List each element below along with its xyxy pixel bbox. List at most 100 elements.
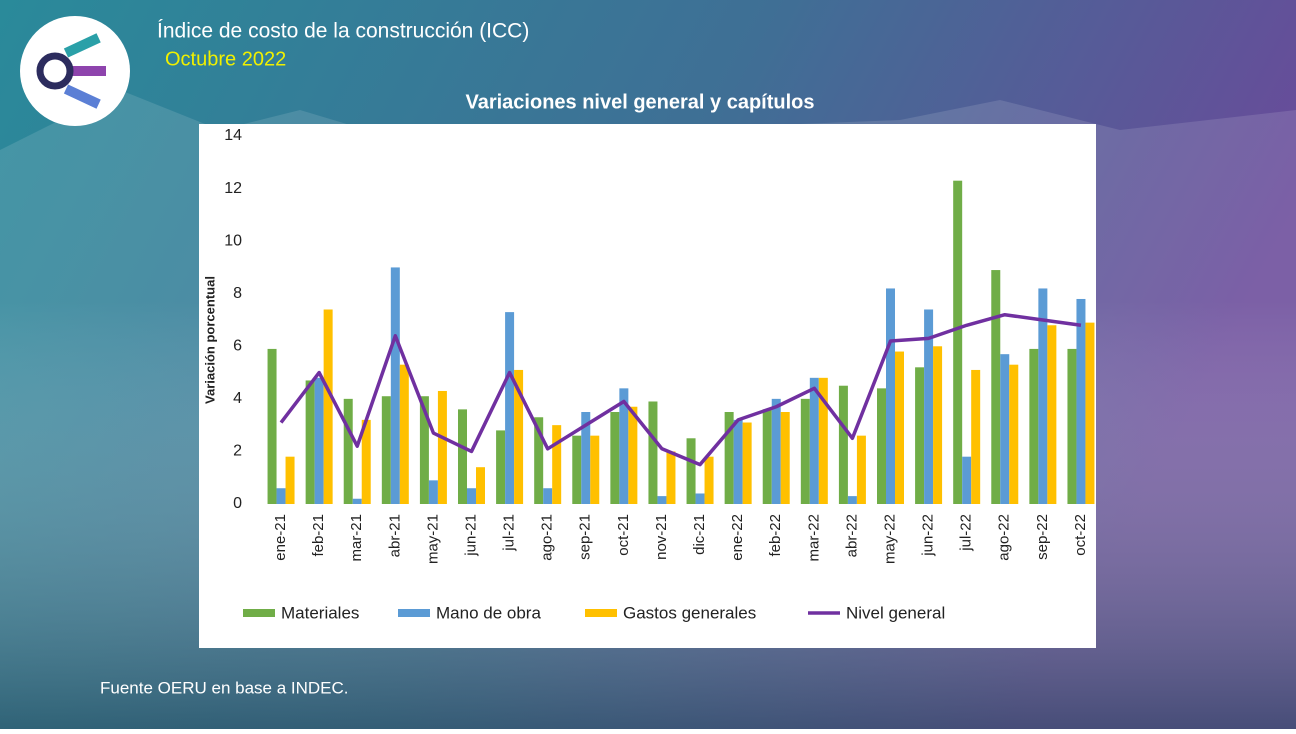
chart-area — [199, 124, 1096, 648]
x-tick-label: abr-22 — [843, 514, 860, 557]
bar — [352, 498, 362, 504]
bar — [610, 412, 620, 504]
bar — [780, 412, 790, 504]
y-tick-label: 8 — [233, 285, 242, 302]
slide-title: Índice de costo de la construcción (ICC) — [157, 20, 529, 43]
bar — [590, 435, 600, 504]
bar — [704, 456, 714, 504]
bar — [953, 180, 963, 504]
bar — [305, 380, 315, 504]
bar — [323, 309, 333, 504]
bar — [915, 367, 925, 504]
bar — [361, 419, 371, 504]
x-tick-label: jun-22 — [920, 514, 937, 557]
bar — [991, 270, 1001, 504]
bar — [856, 435, 866, 504]
bar — [496, 430, 506, 504]
bar — [628, 406, 638, 504]
x-tick-label: sep-21 — [577, 514, 594, 560]
x-tick-label: mar-21 — [348, 514, 365, 562]
bar — [657, 496, 667, 504]
y-tick-label: 2 — [233, 443, 242, 460]
x-tick-label: nov-21 — [653, 514, 670, 560]
chart-title: Variaciones nivel general y capítulos — [465, 91, 814, 113]
bar — [419, 396, 429, 504]
bar — [877, 388, 886, 504]
y-tick-label: 12 — [224, 180, 242, 197]
y-tick-label: 10 — [224, 232, 242, 249]
bar — [458, 409, 467, 504]
bar — [933, 346, 943, 504]
x-tick-label: sep-22 — [1034, 514, 1051, 560]
bar — [1000, 354, 1010, 504]
y-tick-label: 6 — [233, 338, 242, 355]
bar — [505, 312, 515, 504]
x-tick-label: feb-21 — [310, 514, 327, 557]
logo — [20, 16, 130, 126]
x-tick-label: jun-21 — [462, 514, 479, 557]
legend-label: Mano de obra — [436, 603, 541, 622]
bar — [285, 456, 295, 504]
bar — [1067, 348, 1077, 504]
y-tick-label: 0 — [233, 495, 242, 512]
bar — [572, 435, 582, 504]
source: Fuente OERU en base a INDEC. — [100, 678, 349, 697]
bar — [800, 398, 810, 504]
x-tick-label: ene-21 — [272, 514, 289, 561]
bar — [809, 377, 819, 504]
x-tick-label: may-22 — [881, 514, 898, 564]
bar — [724, 412, 734, 504]
x-tick-label: mar-22 — [805, 514, 822, 562]
x-tick-label: oct-22 — [1072, 514, 1089, 556]
bar — [581, 412, 591, 504]
x-tick-label: ago-22 — [996, 514, 1013, 561]
bar — [762, 409, 772, 504]
x-tick-label: ago-21 — [539, 514, 556, 561]
bar — [467, 488, 476, 504]
legend-swatch — [398, 609, 430, 617]
x-tick-label: dic-21 — [691, 514, 708, 555]
bar — [1076, 298, 1086, 504]
bar — [1009, 364, 1019, 504]
bar — [733, 419, 743, 504]
bar — [428, 480, 438, 504]
x-tick-label: ene-22 — [729, 514, 746, 561]
bar — [666, 451, 676, 504]
bar — [686, 438, 696, 504]
x-tick-label: abr-21 — [386, 514, 403, 557]
bar — [476, 467, 485, 504]
slide-subtitle: Octubre 2022 — [165, 48, 286, 70]
bar — [543, 488, 553, 504]
legend-swatch — [243, 609, 275, 617]
legend-label: Materiales — [281, 603, 359, 622]
bar — [742, 422, 752, 504]
legend-swatch — [585, 609, 617, 617]
bar — [343, 398, 353, 504]
bar — [267, 348, 277, 504]
bar — [314, 377, 324, 504]
bar — [648, 401, 658, 504]
legend-label: Nivel general — [846, 603, 945, 622]
x-tick-label: feb-22 — [767, 514, 784, 557]
bar — [962, 456, 972, 504]
line — [279, 312, 1082, 467]
bar — [437, 390, 447, 504]
x-tick-label: jul-22 — [958, 514, 975, 552]
bar — [381, 396, 391, 504]
y-tick-label: 4 — [233, 390, 242, 407]
bar — [534, 417, 544, 504]
bar — [838, 385, 848, 504]
bar — [847, 496, 857, 504]
bar — [895, 351, 904, 504]
x-tick-label: may-21 — [424, 514, 441, 564]
bar — [390, 267, 400, 504]
bar — [1029, 348, 1039, 504]
y-tick-label: 14 — [224, 127, 242, 144]
bar — [619, 388, 629, 504]
bar — [924, 309, 934, 504]
y-axis-label: Variación porcentual — [202, 276, 217, 404]
bar — [818, 377, 828, 504]
bar — [771, 398, 781, 504]
x-tick-label: oct-21 — [615, 514, 632, 556]
